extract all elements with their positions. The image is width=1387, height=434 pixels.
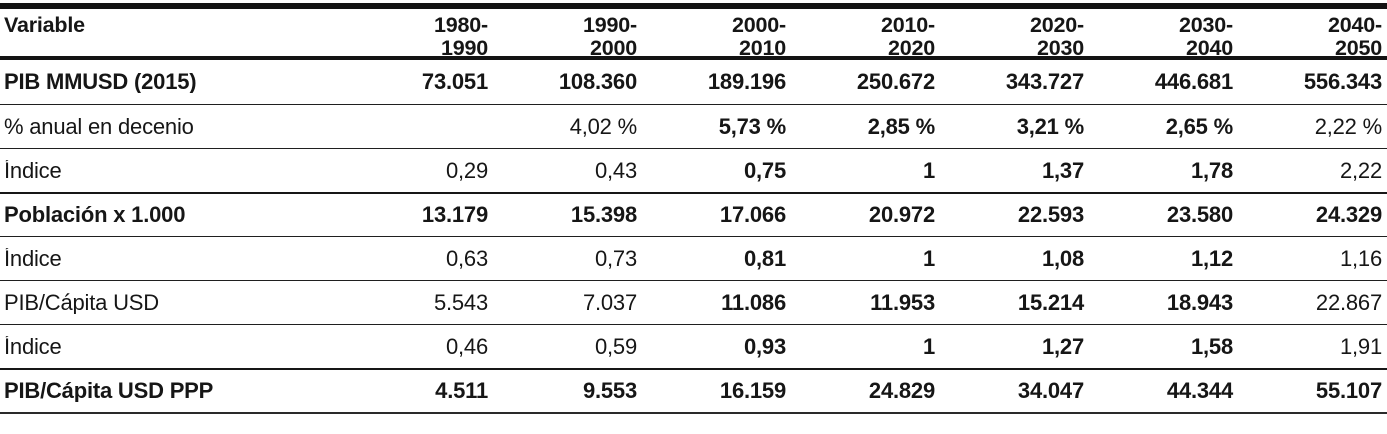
column-header-period-2030-2040: 2030- 2040 [1179, 13, 1233, 60]
cell-value: 4.511 [435, 380, 488, 402]
projection-table: Variable 1980- 1990 1990- 2000 2000- 201… [0, 3, 1387, 414]
column-header-period-2040-2050: 2040- 2050 [1328, 13, 1382, 60]
cell-value: 1,58 [1190, 335, 1233, 358]
cell-value: 1,12 [1190, 247, 1233, 270]
table-row-pib-capita-ppp: PIB/Cápita USD PPP 4.511 9.553 16.159 24… [0, 368, 1387, 412]
row-label: PIB/Cápita USD PPP [4, 380, 214, 402]
cell-value: 0,43 [594, 159, 637, 182]
cell-value: 5.543 [433, 291, 488, 314]
cell-value: 24.829 [868, 380, 935, 402]
cell-value: 15.398 [570, 204, 637, 226]
column-header-period-2020-2030: 2020- 2030 [1030, 13, 1084, 60]
cell-value: 1,37 [1041, 159, 1084, 182]
cell-value: 0,81 [743, 247, 786, 270]
cell-value: 20.972 [868, 204, 935, 226]
column-header-period-1990-2000: 1990- 2000 [583, 13, 637, 60]
cell-value: 2,65 % [1165, 115, 1233, 138]
row-label: % anual en decenio [4, 115, 194, 138]
row-label: Índice [4, 159, 62, 182]
cell-value: 73.051 [421, 71, 488, 93]
table-row-pib-capita: PIB/Cápita USD 5.543 7.037 11.086 11.953… [0, 280, 1387, 324]
table-row-pct-anual: % anual en decenio 4,02 % 5,73 % 2,85 % … [0, 104, 1387, 148]
cell-value: 22.593 [1017, 204, 1084, 226]
cell-value: 0,93 [743, 335, 786, 358]
cell-value: 446.681 [1154, 71, 1233, 93]
cell-value: 17.066 [719, 204, 786, 226]
cell-value: 108.360 [558, 71, 637, 93]
column-header-period-1980-1990: 1980- 1990 [434, 13, 488, 60]
cell-value: 55.107 [1315, 380, 1382, 402]
cell-value: 16.159 [719, 380, 786, 402]
cell-value: 2,85 % [867, 115, 935, 138]
cell-value: 1,91 [1339, 335, 1382, 358]
cell-value: 556.343 [1303, 71, 1382, 93]
cell-value: 250.672 [856, 71, 935, 93]
cell-value: 22.867 [1315, 291, 1382, 314]
cell-value: 1 [922, 159, 935, 182]
cell-value: 0,73 [594, 247, 637, 270]
cell-value: 1 [922, 247, 935, 270]
column-header-period-2010-2020: 2010- 2020 [881, 13, 935, 60]
cell-value: 7.037 [582, 291, 637, 314]
cell-value: 5,73 % [718, 115, 786, 138]
table-header-row: Variable 1980- 1990 1990- 2000 2000- 201… [0, 3, 1387, 60]
cell-value: 189.196 [707, 71, 786, 93]
row-label: Índice [4, 335, 62, 358]
table-row-pib-mmusd: PIB MMUSD (2015) 73.051 108.360 189.196 … [0, 60, 1387, 104]
cell-value: 18.943 [1166, 291, 1233, 314]
cell-value: 9.553 [582, 380, 637, 402]
row-label: PIB/Cápita USD [4, 291, 159, 314]
cell-value: 0,29 [445, 159, 488, 182]
cell-value: 11.086 [721, 291, 786, 314]
cell-value: 11.953 [870, 291, 935, 314]
column-header-variable: Variable [4, 13, 85, 37]
row-label: PIB MMUSD (2015) [4, 71, 197, 93]
cell-value: 34.047 [1017, 380, 1084, 402]
cell-value: 1,78 [1190, 159, 1233, 182]
table-row-indice-poblacion: Índice 0,63 0,73 0,81 1 1,08 1,12 1,16 [0, 236, 1387, 280]
cell-value: 0,59 [594, 335, 637, 358]
cell-value: 1,27 [1041, 335, 1084, 358]
cell-value: 13.179 [421, 204, 488, 226]
cell-value: 2,22 % [1314, 115, 1382, 138]
cell-value: 23.580 [1166, 204, 1233, 226]
cell-value: 0,75 [743, 159, 786, 182]
cell-value: 343.727 [1005, 71, 1084, 93]
cell-value: 0,46 [445, 335, 488, 358]
cell-value: 1 [922, 335, 935, 358]
cell-value: 1,08 [1041, 247, 1084, 270]
cell-value: 2,22 [1339, 159, 1382, 182]
cell-value: 4,02 % [569, 115, 637, 138]
cell-value: 0,63 [445, 247, 488, 270]
table-row-poblacion: Población x 1.000 13.179 15.398 17.066 2… [0, 192, 1387, 236]
table-row-indice-pib-capita: Índice 0,46 0,59 0,93 1 1,27 1,58 1,91 [0, 324, 1387, 368]
cell-value: 24.329 [1315, 204, 1382, 226]
cell-value: 1,16 [1339, 247, 1382, 270]
row-label: Población x 1.000 [4, 204, 186, 226]
cell-value: 44.344 [1166, 380, 1233, 402]
row-label: Índice [4, 247, 62, 270]
cell-value: 15.214 [1017, 291, 1084, 314]
cell-value: 3,21 % [1016, 115, 1084, 138]
table-row-indice-pib: Índice 0,29 0,43 0,75 1 1,37 1,78 2,22 [0, 148, 1387, 192]
column-header-period-2000-2010: 2000- 2010 [732, 13, 786, 60]
